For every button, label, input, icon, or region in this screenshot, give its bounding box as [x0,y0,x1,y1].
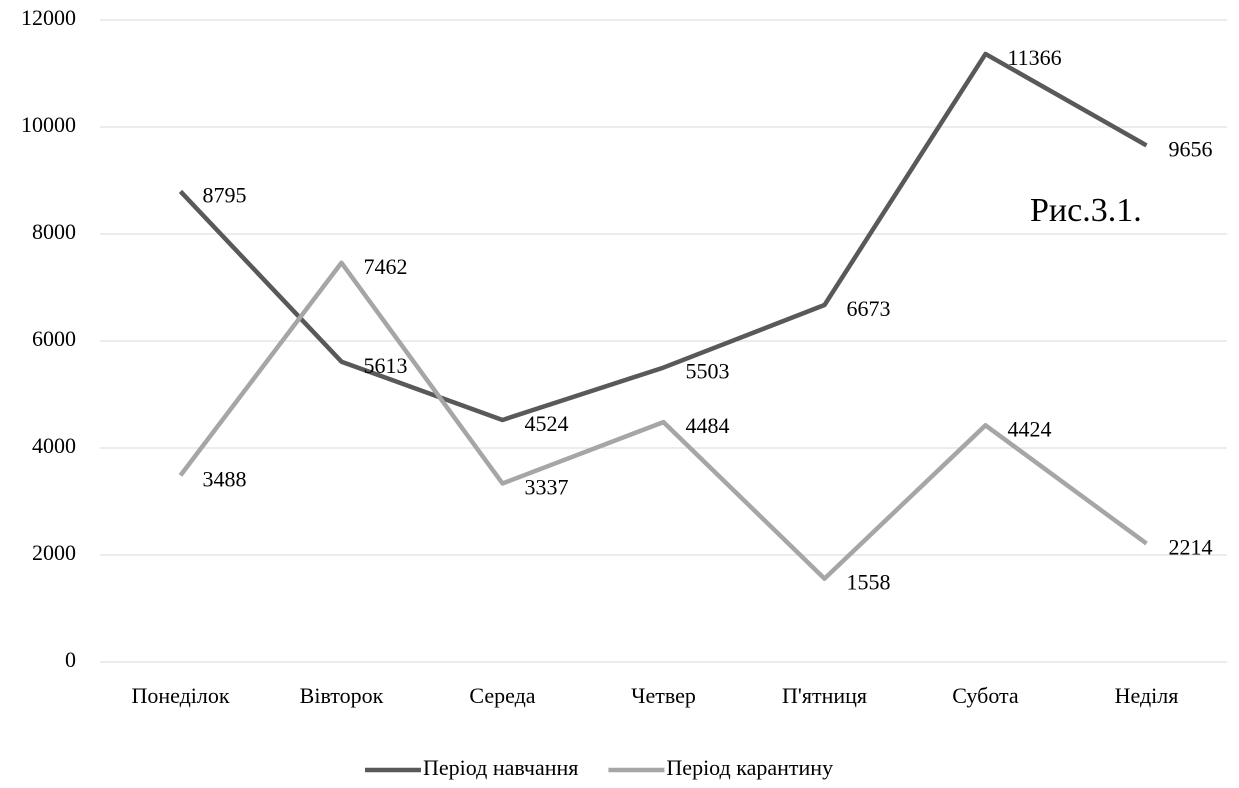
x-tick-label: Субота [952,683,1019,708]
data-label: 4484 [686,413,730,438]
y-tick-label: 0 [65,647,76,672]
x-tick-label: Середа [469,683,535,708]
data-label: 3337 [525,475,569,500]
x-tick-label: Неділя [1115,683,1179,708]
annotation: Рис.3.1. [1030,192,1142,229]
data-label: 4424 [1008,416,1052,441]
x-tick-label: Четвер [631,683,696,708]
data-label: 5503 [686,359,730,384]
y-tick-label: 12000 [21,5,76,30]
y-tick-label: 2000 [32,540,76,565]
x-tick-label: Вівторок [300,683,384,708]
data-label: 4524 [525,411,569,436]
y-tick-label: 8000 [32,219,76,244]
legend-label: Період карантину [666,755,833,780]
series-line [178,51,1148,423]
legend-label: Період навчання [423,755,578,780]
data-label: 6673 [847,296,891,321]
data-label: 5613 [364,353,408,378]
x-tick-label: Понеділок [131,683,229,708]
series-line [178,260,1148,581]
y-tick-label: 10000 [21,112,76,137]
x-tick-label: П'ятниця [782,683,867,708]
data-label: 2214 [1169,535,1213,560]
y-tick-label: 6000 [32,326,76,351]
data-label: 7462 [364,254,408,279]
data-label: 3488 [203,466,247,491]
data-label: 9656 [1169,136,1213,161]
y-tick-label: 4000 [32,433,76,458]
data-label: 8795 [203,183,247,208]
data-label: 1558 [847,570,891,595]
data-label: 11366 [1008,45,1062,70]
